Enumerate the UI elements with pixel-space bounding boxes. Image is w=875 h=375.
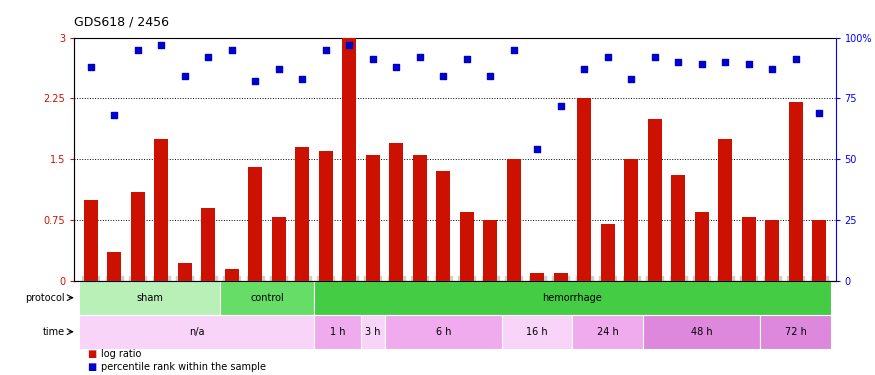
- Text: 48 h: 48 h: [691, 327, 712, 337]
- Point: [788, 56, 802, 62]
- Bar: [79, 315, 314, 349]
- Bar: [178, 263, 192, 280]
- Bar: [742, 217, 756, 280]
- Point: [131, 46, 145, 53]
- Point: [84, 64, 98, 70]
- Point: [742, 61, 756, 67]
- Point: [413, 54, 427, 60]
- Text: ■: ■: [88, 362, 97, 372]
- Point: [295, 76, 309, 82]
- Point: [342, 42, 356, 48]
- Text: control: control: [250, 292, 284, 303]
- Point: [648, 54, 662, 60]
- Text: percentile rank within the sample: percentile rank within the sample: [101, 362, 266, 372]
- Point: [272, 66, 286, 72]
- Text: sham: sham: [136, 292, 163, 303]
- Text: 24 h: 24 h: [597, 327, 619, 337]
- Bar: [314, 280, 831, 315]
- Point: [318, 46, 332, 53]
- Bar: [695, 212, 709, 280]
- Text: log ratio: log ratio: [101, 350, 141, 359]
- Bar: [272, 217, 286, 280]
- Bar: [361, 315, 384, 349]
- Text: 3 h: 3 h: [365, 327, 381, 337]
- Point: [507, 46, 521, 53]
- Point: [389, 64, 403, 70]
- Bar: [530, 273, 544, 280]
- Bar: [812, 220, 826, 280]
- Text: hemorrhage: hemorrhage: [542, 292, 602, 303]
- Bar: [318, 151, 332, 280]
- Text: n/a: n/a: [189, 327, 204, 337]
- Bar: [578, 98, 592, 280]
- Point: [178, 74, 192, 80]
- Bar: [413, 155, 427, 280]
- Text: 16 h: 16 h: [527, 327, 548, 337]
- Bar: [648, 118, 662, 280]
- Bar: [788, 102, 802, 280]
- Bar: [718, 139, 732, 280]
- Point: [812, 110, 826, 116]
- Point: [554, 103, 568, 109]
- Bar: [643, 315, 760, 349]
- Bar: [79, 280, 220, 315]
- Bar: [760, 315, 831, 349]
- Bar: [502, 315, 572, 349]
- Point: [601, 54, 615, 60]
- Point: [695, 61, 709, 67]
- Bar: [220, 280, 314, 315]
- Bar: [483, 220, 497, 280]
- Point: [718, 59, 732, 65]
- Point: [154, 42, 168, 48]
- Point: [671, 59, 685, 65]
- Text: ■: ■: [88, 350, 97, 359]
- Bar: [130, 192, 145, 280]
- Point: [437, 74, 451, 80]
- Bar: [154, 139, 168, 280]
- Point: [366, 56, 380, 62]
- Bar: [437, 171, 451, 280]
- Bar: [507, 159, 521, 280]
- Point: [624, 76, 638, 82]
- Bar: [84, 200, 98, 280]
- Text: GDS618 / 2456: GDS618 / 2456: [74, 15, 170, 28]
- Bar: [225, 268, 239, 280]
- Bar: [295, 147, 310, 280]
- Text: protocol: protocol: [25, 292, 65, 303]
- Bar: [600, 224, 615, 280]
- Bar: [765, 220, 780, 280]
- Bar: [624, 159, 638, 280]
- Bar: [366, 155, 380, 280]
- Bar: [108, 252, 122, 280]
- Bar: [671, 175, 685, 280]
- Point: [459, 56, 473, 62]
- Point: [201, 54, 215, 60]
- Bar: [201, 208, 215, 280]
- Bar: [314, 315, 361, 349]
- Point: [108, 112, 122, 118]
- Bar: [554, 273, 568, 280]
- Bar: [572, 315, 643, 349]
- Point: [765, 66, 780, 72]
- Point: [225, 46, 239, 53]
- Bar: [342, 38, 356, 280]
- Bar: [384, 315, 502, 349]
- Point: [578, 66, 592, 72]
- Text: 1 h: 1 h: [330, 327, 346, 337]
- Bar: [248, 167, 262, 280]
- Text: 72 h: 72 h: [785, 327, 807, 337]
- Text: 6 h: 6 h: [436, 327, 451, 337]
- Point: [530, 146, 544, 152]
- Bar: [389, 143, 403, 280]
- Text: time: time: [43, 327, 65, 337]
- Point: [248, 78, 262, 84]
- Bar: [459, 212, 473, 280]
- Point: [483, 74, 497, 80]
